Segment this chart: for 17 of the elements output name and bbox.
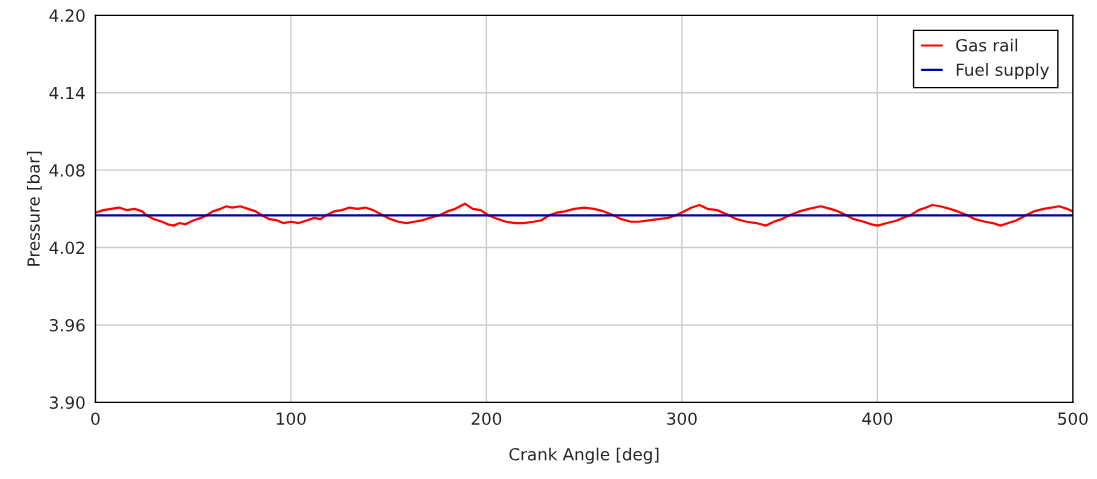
x-tick-label: 0 — [91, 412, 100, 425]
y-axis-title: Pressure [bar] — [26, 151, 42, 266]
legend-label: Fuel supply — [956, 63, 1050, 80]
y-tick-label: 4.20 — [49, 9, 85, 22]
y-tick-label: 4.14 — [49, 86, 85, 100]
x-tick-label: 300 — [667, 412, 697, 425]
x-tick-label: 400 — [862, 412, 893, 425]
x-tick-label: 100 — [276, 412, 306, 425]
x-tick-label: 200 — [471, 412, 502, 425]
legend-label: Gas rail — [956, 38, 1018, 52]
y-tick-label: 3.96 — [49, 318, 85, 332]
x-tick-label: 500 — [1058, 412, 1088, 425]
x-axis-title: Crank Angle [deg] — [509, 447, 659, 464]
y-tick-label: 3.90 — [49, 396, 85, 409]
y-tick-label: 4.02 — [49, 241, 85, 255]
line-series — [95, 202, 1073, 227]
y-tick-label: 4.08 — [49, 164, 85, 177]
